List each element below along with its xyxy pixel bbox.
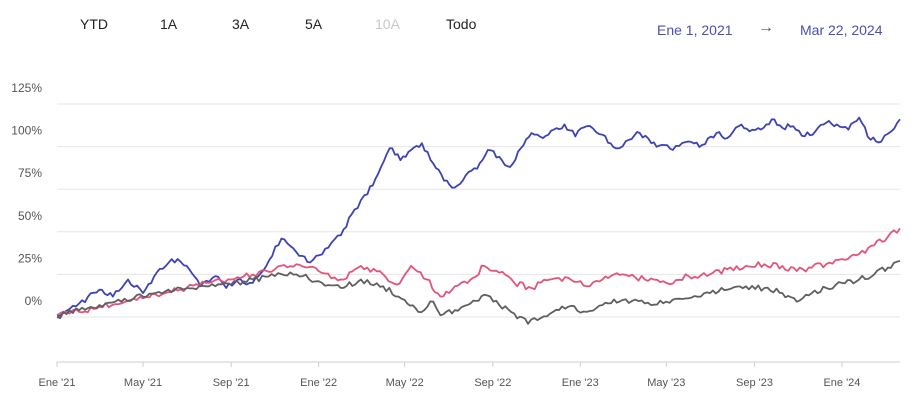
y-tick-label: 50%	[18, 209, 42, 223]
y-tick-label: 125%	[11, 81, 42, 95]
y-tick-label: 25%	[18, 251, 42, 265]
range-tab-todo[interactable]: Todo	[446, 16, 477, 32]
x-tick-label: Sep '22	[474, 377, 511, 389]
x-tick-label: Sep '23	[736, 377, 773, 389]
y-tick-label: 0%	[25, 294, 43, 308]
series-line-2	[56, 227, 901, 317]
series-line-1	[56, 116, 901, 317]
date-range-start[interactable]: Ene 1, 2021	[657, 22, 733, 38]
range-tab-3a[interactable]: 3A	[232, 16, 250, 32]
x-tick-label: Ene '22	[300, 377, 337, 389]
x-tick-label: Ene '23	[562, 377, 599, 389]
x-tick-label: May '22	[386, 377, 424, 389]
range-tab-5a[interactable]: 5A	[305, 16, 323, 32]
x-tick-label: Sep '21	[213, 377, 250, 389]
y-tick-label: 75%	[18, 166, 42, 180]
range-tab-10a: 10A	[375, 16, 400, 32]
x-tick-label: Ene '21	[39, 377, 76, 389]
gridlines	[57, 103, 900, 318]
y-axis: 0% 25% 50% 75% 100% 125%	[11, 81, 42, 308]
x-axis: Ene '21 May '21 Sep '21 Ene '22 May '22 Sep '…	[39, 361, 900, 389]
series-lines	[56, 116, 901, 325]
x-tick-label: May '21	[124, 377, 162, 389]
range-tab-ytd[interactable]: YTD	[80, 16, 108, 32]
x-tick-label: May '23	[647, 377, 685, 389]
y-tick-label: 100%	[11, 124, 42, 138]
date-range-end[interactable]: Mar 22, 2024	[800, 22, 883, 38]
series-line-3	[56, 259, 901, 325]
date-range-arrow-icon: →	[758, 19, 774, 36]
range-tab-1a[interactable]: 1A	[160, 16, 178, 32]
x-tick-label: Ene '24	[823, 377, 860, 389]
